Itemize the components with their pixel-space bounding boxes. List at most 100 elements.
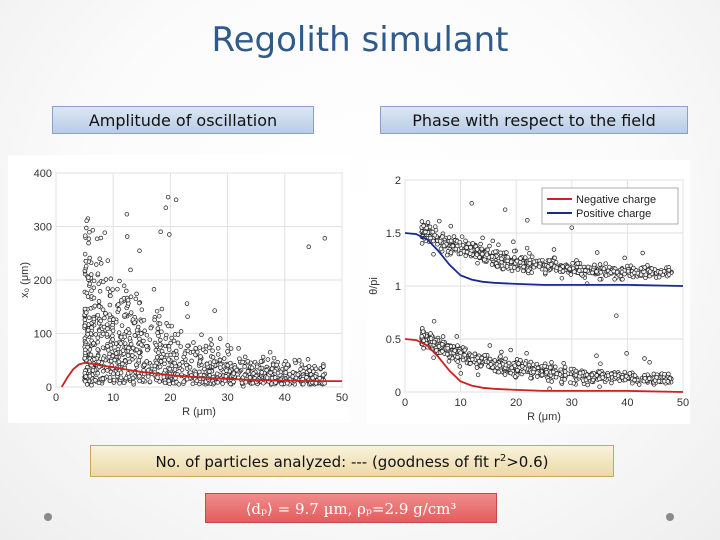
amp-data-point (113, 319, 119, 325)
amp-data-point (86, 236, 92, 242)
amp-data-point (120, 361, 125, 367)
amp-data-point (193, 372, 198, 377)
amp-data-point (125, 297, 131, 303)
phase-data-point (666, 371, 671, 377)
amp-data-point (105, 368, 110, 373)
amp-data-point (140, 377, 146, 383)
phase-data-point (512, 255, 517, 260)
amp-data-point (169, 335, 174, 341)
amp-data-point (210, 355, 216, 360)
amp-data-point (154, 308, 160, 314)
phase-data-point (622, 369, 628, 375)
amp-data-point (102, 315, 107, 321)
phase-data-point (597, 370, 602, 375)
phase-data-point (462, 347, 468, 353)
amp-data-point (83, 233, 88, 238)
amp-data-point (128, 294, 134, 300)
amp-data-point (161, 374, 167, 380)
phase-data-point (509, 268, 515, 274)
amp-data-point (245, 369, 251, 374)
amp-data-point (254, 364, 260, 369)
phase-data-point (458, 350, 463, 355)
phase-x-tick-label: 0 (402, 397, 408, 409)
amp-data-point (110, 328, 116, 334)
phase-data-point (475, 355, 480, 361)
phase-data-point (440, 334, 446, 339)
phase-data-point (583, 268, 588, 273)
amp-data-point (228, 360, 233, 366)
phase-data-point (561, 361, 566, 366)
footer-superscript: 2 (499, 453, 507, 464)
amp-data-point (100, 376, 106, 381)
amp-data-point (91, 357, 97, 362)
phase-data-point (502, 372, 508, 377)
amp-data-point (127, 336, 133, 341)
amp-y-tick-label: 300 (34, 222, 52, 234)
phase-data-point (448, 238, 454, 244)
amp-data-point (165, 194, 171, 200)
amp-data-point (173, 197, 179, 203)
amp-data-point (95, 312, 101, 318)
phase-data-point (603, 273, 609, 278)
phase-data-point (568, 366, 574, 372)
amp-data-point (242, 372, 248, 378)
amp-data-point (234, 367, 239, 373)
phase-data-point (611, 268, 616, 274)
phase-data-point (428, 331, 433, 336)
phase-data-point (521, 369, 526, 375)
phase-data-point (446, 359, 452, 364)
phase-data-point (551, 247, 557, 252)
phase-data-point (488, 362, 494, 367)
phase-data-point (474, 252, 480, 257)
amp-data-point (134, 362, 139, 368)
amp-data-point (102, 230, 108, 235)
amp-data-point (128, 310, 134, 315)
phase-data-point (438, 246, 444, 252)
phase-data-point (448, 250, 454, 255)
amp-data-point (162, 357, 167, 363)
phase-data-point (542, 363, 547, 369)
amp-x-tick-label: 30 (221, 392, 233, 404)
phase-data-point (527, 261, 532, 266)
amp-data-point (155, 326, 161, 331)
phase-data-point (575, 261, 580, 266)
amp-data-point (184, 376, 190, 382)
phase-data-point (431, 252, 436, 257)
amp-data-point (321, 364, 326, 369)
phase-data-point (468, 245, 473, 250)
phase-data-point (617, 378, 622, 384)
amp-data-point (163, 205, 169, 211)
phase-data-point (528, 359, 534, 365)
amp-data-point (157, 321, 163, 327)
amp-data-point (126, 345, 131, 351)
phase-data-point (590, 270, 595, 276)
phase-data-point (497, 363, 502, 368)
phase-data-point (590, 377, 596, 383)
amp-data-point (87, 281, 93, 287)
amp-data-point (120, 348, 126, 353)
amp-data-point (211, 359, 217, 364)
amp-data-point (125, 371, 131, 376)
phase-data-point (512, 265, 517, 270)
phase-data-point (479, 246, 485, 252)
amp-data-point (104, 332, 110, 337)
amp-data-point (245, 359, 250, 364)
phase-data-point (493, 249, 498, 254)
phase-data-point (419, 241, 425, 246)
phase-data-point (445, 345, 450, 351)
amp-data-point (197, 369, 202, 375)
phase-data-point (597, 384, 602, 389)
amp-data-point (218, 365, 223, 370)
phase-data-point (562, 377, 567, 382)
phase-data-point (487, 343, 493, 348)
particles-analyzed-note: No. of particles analyzed: --- (goodness… (90, 445, 614, 477)
phase-data-point (569, 225, 575, 230)
amp-data-point (94, 262, 99, 267)
amp-data-point (147, 337, 153, 342)
amp-data-point (137, 248, 142, 254)
phase-data-point (431, 238, 436, 244)
amp-data-point (175, 340, 181, 346)
amp-data-point (320, 372, 326, 378)
amp-data-point (178, 329, 184, 334)
phase-data-point (430, 229, 435, 235)
